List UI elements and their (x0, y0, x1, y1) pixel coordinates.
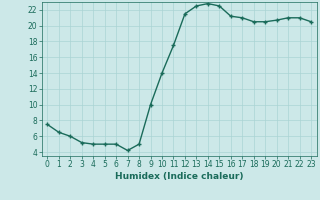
X-axis label: Humidex (Indice chaleur): Humidex (Indice chaleur) (115, 172, 244, 181)
